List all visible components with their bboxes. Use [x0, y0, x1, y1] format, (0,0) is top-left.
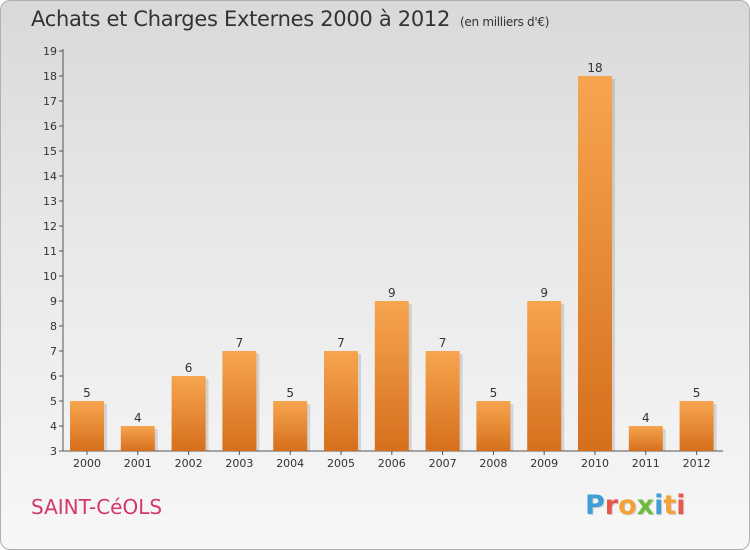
data-label: 5 [286, 386, 294, 400]
bar [628, 426, 663, 451]
bar [425, 351, 460, 451]
y-tick-label: 14 [43, 170, 57, 183]
y-tick-label: 19 [43, 45, 57, 58]
bar [120, 426, 155, 451]
logo-letter: r [604, 490, 619, 521]
data-label: 18 [587, 61, 602, 75]
y-tick-label: 8 [50, 320, 57, 333]
x-tick-label: 2005 [327, 457, 355, 470]
logo-letter: t [663, 490, 677, 521]
logo-letter: i [654, 490, 664, 521]
data-label: 5 [83, 386, 91, 400]
bar [527, 301, 562, 451]
y-tick-label: 6 [50, 370, 57, 383]
y-tick-label: 13 [43, 195, 57, 208]
data-label: 9 [388, 286, 396, 300]
bar [70, 401, 104, 451]
y-tick-label: 3 [50, 445, 57, 458]
data-label: 7 [236, 336, 244, 350]
logo-letter: o [618, 490, 637, 521]
x-tick-label: 2001 [124, 457, 152, 470]
y-tick-label: 9 [50, 295, 57, 308]
y-tick-label: 10 [43, 270, 57, 283]
chart-axes: 3 4 5 6 7 8 9 10 11 12 13 14 15 16 17 18 19 2000 2001 2002 2… [43, 45, 723, 470]
x-tick-label: 2010 [581, 457, 609, 470]
bar [374, 301, 409, 451]
bar [273, 401, 308, 451]
x-tick-label: 2000 [73, 457, 101, 470]
x-tick-label: 2011 [632, 457, 660, 470]
x-tick-label: 2004 [276, 457, 304, 470]
data-label: 7 [439, 336, 447, 350]
x-tick-label: 2012 [683, 457, 711, 470]
y-tick-label: 16 [43, 120, 57, 133]
data-label: 9 [540, 286, 548, 300]
y-tick-label: 11 [43, 245, 57, 258]
logo-letter: i [676, 490, 686, 521]
y-tick-label: 4 [50, 420, 57, 433]
data-label: 6 [185, 361, 193, 375]
y-tick-label: 12 [43, 220, 57, 233]
data-label: 5 [693, 386, 701, 400]
bar [222, 351, 257, 451]
y-tick-label: 18 [43, 70, 57, 83]
x-tick-label: 2002 [175, 457, 203, 470]
chart-title-text: Achats et Charges Externes 2000 à 2012 [31, 7, 451, 31]
chart-bars: 5 4 6 7 5 7 9 7 5 9 18 4 5 [70, 61, 717, 451]
x-tick-label: 2009 [530, 457, 558, 470]
logo-letter: x [636, 490, 655, 521]
chart-title: Achats et Charges Externes 2000 à 2012 (e… [31, 7, 549, 31]
y-tick-label: 5 [50, 395, 57, 408]
x-tick-label: 2008 [479, 457, 507, 470]
bar [578, 76, 612, 451]
y-tick-label: 7 [50, 345, 57, 358]
chart-unit: (en milliers d'€) [460, 15, 550, 29]
x-tick-label: 2006 [378, 457, 406, 470]
data-label: 4 [134, 411, 142, 425]
data-label: 5 [490, 386, 498, 400]
commune-name: SAINT-CéOLS [31, 495, 163, 519]
bar [324, 351, 358, 451]
logo-letter: P [585, 490, 605, 521]
bar [476, 401, 511, 451]
x-tick-label: 2003 [225, 457, 253, 470]
y-tick-label: 17 [43, 95, 57, 108]
y-tick-label: 15 [43, 145, 57, 158]
proxiti-logo[interactable]: Proxiti [585, 490, 686, 521]
x-tick-label: 2007 [429, 457, 457, 470]
data-label: 7 [337, 336, 345, 350]
data-label: 4 [642, 411, 650, 425]
bar [171, 376, 206, 451]
bar [679, 401, 714, 451]
